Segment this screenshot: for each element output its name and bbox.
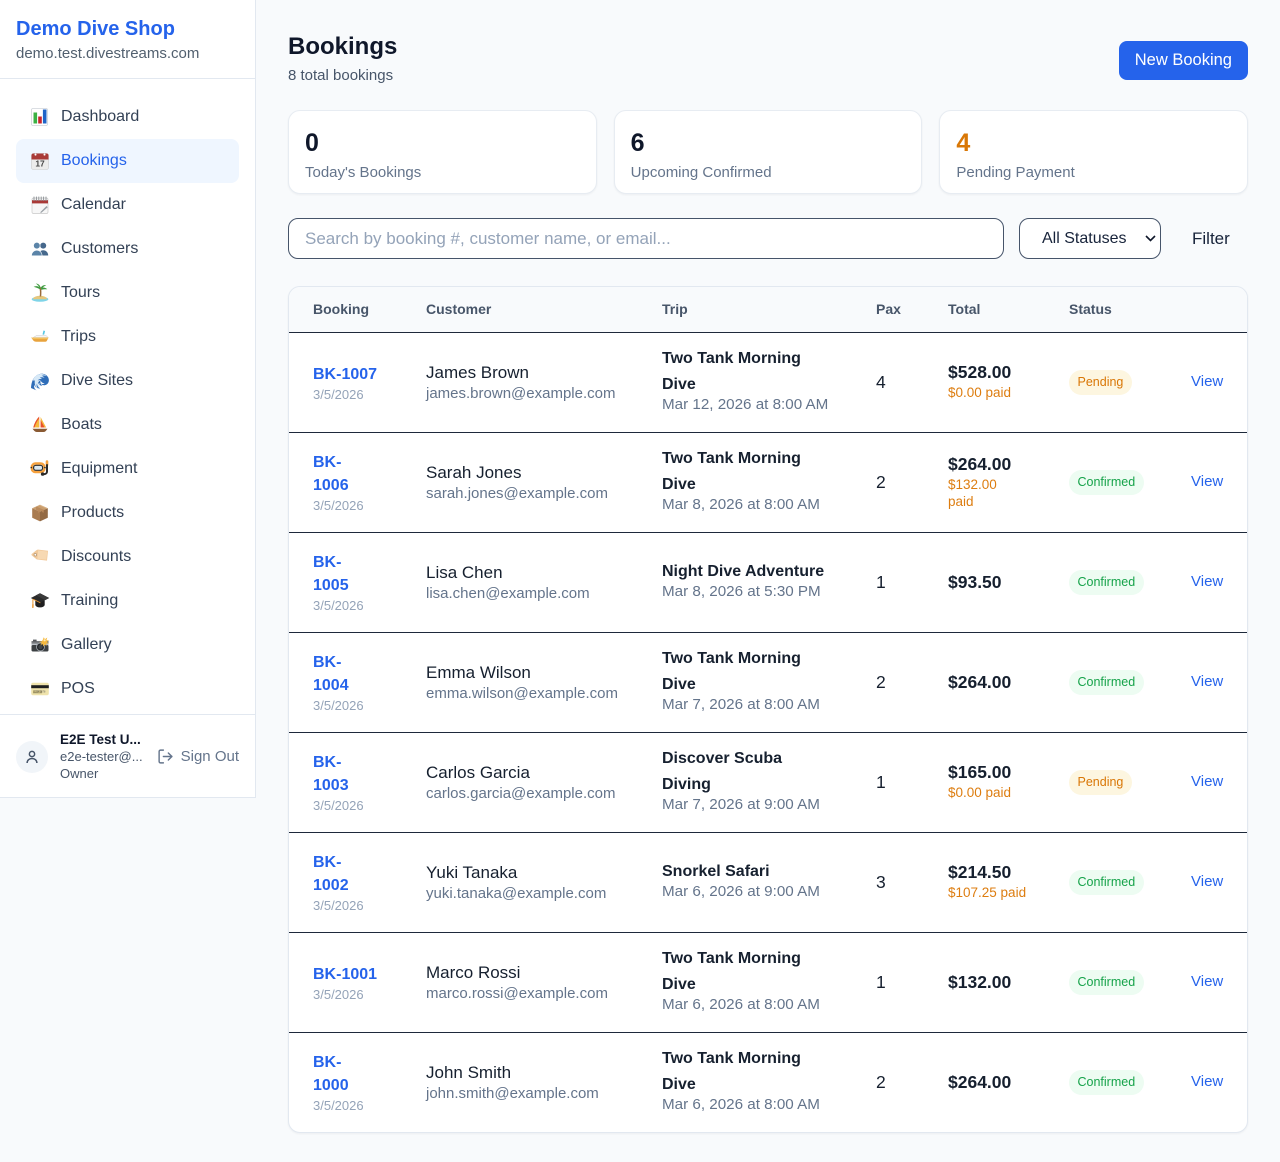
svg-text:1234 5678: 1234 5678 — [34, 691, 46, 694]
svg-text:17: 17 — [35, 159, 45, 169]
